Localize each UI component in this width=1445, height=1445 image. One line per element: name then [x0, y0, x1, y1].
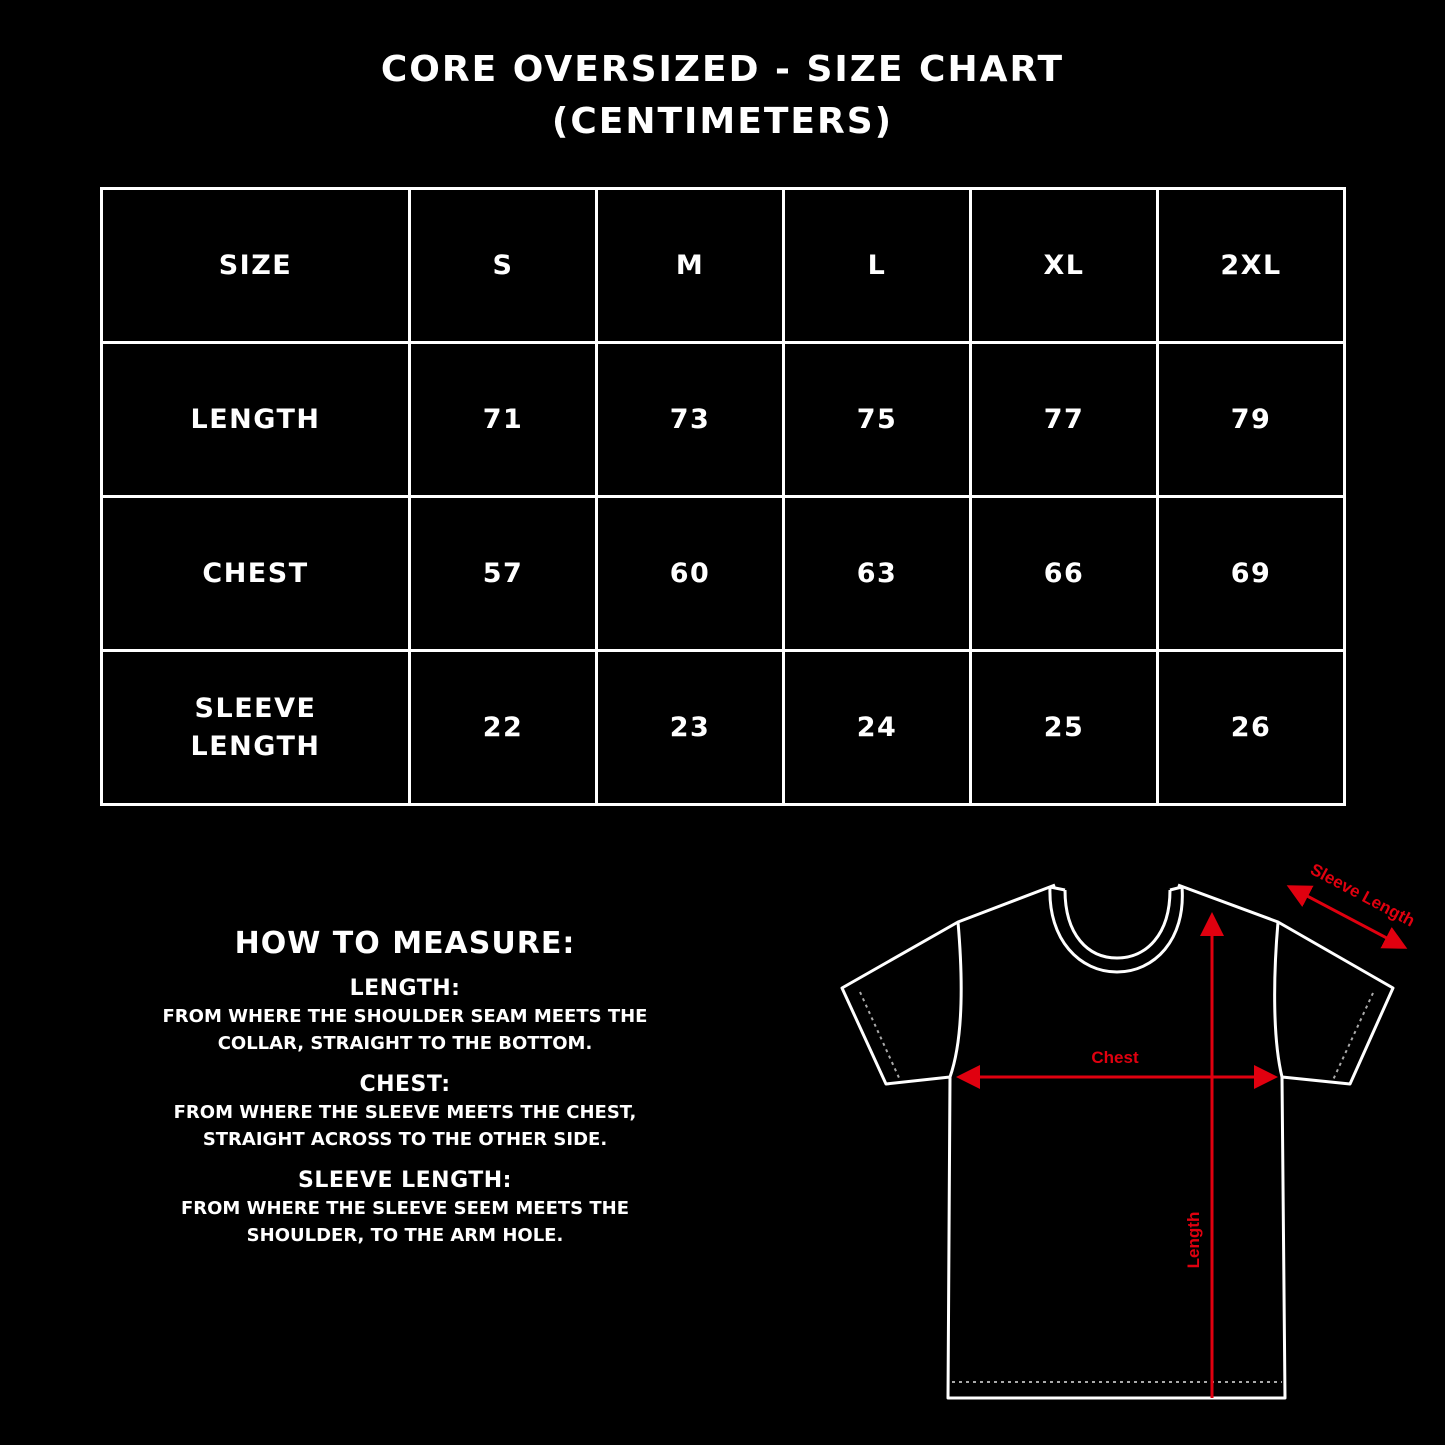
title-line-1: CORE OVERSIZED - SIZE CHART [380, 49, 1065, 90]
table-cell: 24 [782, 649, 972, 806]
measure-item-length: LENGTH: FROM WHERE THE SHOULDER SEAM MEE… [40, 975, 770, 1057]
size-table: SIZE S M L XL 2XL LENGTH 71 73 75 77 79 … [100, 187, 1346, 806]
table-cell: 23 [595, 649, 785, 806]
measure-item-sleeve-length: SLEEVE LENGTH: FROM WHERE THE SLEEVE SEE… [40, 1167, 770, 1249]
table-cell: 63 [782, 495, 972, 652]
header-cell: SIZE [100, 187, 411, 344]
measure-arrows [956, 885, 1408, 1398]
table-cell: 66 [969, 495, 1159, 652]
desc-line: FROM WHERE THE SLEEVE SEEM MEETS THE [180, 1198, 630, 1219]
tshirt-outline-icon [840, 883, 1395, 1400]
measure-item-title: LENGTH: [349, 976, 461, 1001]
table-cell: 25 [969, 649, 1159, 806]
measure-item-desc: FROM WHERE THE SLEEVE MEETS THE CHEST, S… [40, 1099, 770, 1153]
measure-item-title: SLEEVE LENGTH: [298, 1168, 512, 1193]
how-to-measure-heading: HOW TO MEASURE: [234, 926, 576, 961]
table-header-row: SIZE S M L XL 2XL [100, 187, 1346, 344]
header-cell: S [408, 187, 598, 344]
desc-line: FROM WHERE THE SLEEVE MEETS THE CHEST, [173, 1102, 637, 1123]
chest-label: Chest [1091, 1048, 1139, 1067]
row-label: CHEST [100, 495, 411, 652]
header-cell: L [782, 187, 972, 344]
table-cell: 60 [595, 495, 785, 652]
measure-item-chest: CHEST: FROM WHERE THE SLEEVE MEETS THE C… [40, 1071, 770, 1153]
header-cell: 2XL [1156, 187, 1346, 344]
how-to-measure: HOW TO MEASURE: LENGTH: FROM WHERE THE S… [40, 926, 770, 1263]
table-row: SLEEVE LENGTH 22 23 24 25 26 [100, 649, 1346, 806]
table-cell: 71 [408, 341, 598, 498]
row-label: LENGTH [100, 341, 411, 498]
table-cell: 57 [408, 495, 598, 652]
table-cell: 75 [782, 341, 972, 498]
table-cell: 77 [969, 341, 1159, 498]
table-cell: 22 [408, 649, 598, 806]
length-label: Length [1184, 1212, 1203, 1269]
sleeve-length-label: Sleeve Length [1307, 860, 1418, 931]
table-row: LENGTH 71 73 75 77 79 [100, 341, 1346, 498]
page-title: CORE OVERSIZED - SIZE CHART (CENTIMETERS… [0, 44, 1445, 148]
title-line-2: (CENTIMETERS) [551, 101, 894, 142]
header-cell: M [595, 187, 785, 344]
table-cell: 73 [595, 341, 785, 498]
header-cell: XL [969, 187, 1159, 344]
table-cell: 26 [1156, 649, 1346, 806]
desc-line: COLLAR, STRAIGHT TO THE BOTTOM. [217, 1033, 593, 1054]
table-row: CHEST 57 60 63 66 69 [100, 495, 1346, 652]
row-label-line-2: LENGTH [190, 730, 321, 762]
row-label: SLEEVE LENGTH [100, 649, 411, 806]
row-label-line-1: SLEEVE [194, 692, 317, 724]
desc-line: SHOULDER, TO THE ARM HOLE. [246, 1225, 564, 1246]
table-cell: 69 [1156, 495, 1346, 652]
sleeve-length-arrow [1286, 885, 1408, 949]
measure-item-desc: FROM WHERE THE SHOULDER SEAM MEETS THE C… [40, 1003, 770, 1057]
table-cell: 79 [1156, 341, 1346, 498]
measure-item-desc: FROM WHERE THE SLEEVE SEEM MEETS THE SHO… [40, 1195, 770, 1249]
measure-item-title: CHEST: [359, 1072, 451, 1097]
desc-line: STRAIGHT ACROSS TO THE OTHER SIDE. [202, 1129, 608, 1150]
desc-line: FROM WHERE THE SHOULDER SEAM MEETS THE [162, 1006, 648, 1027]
